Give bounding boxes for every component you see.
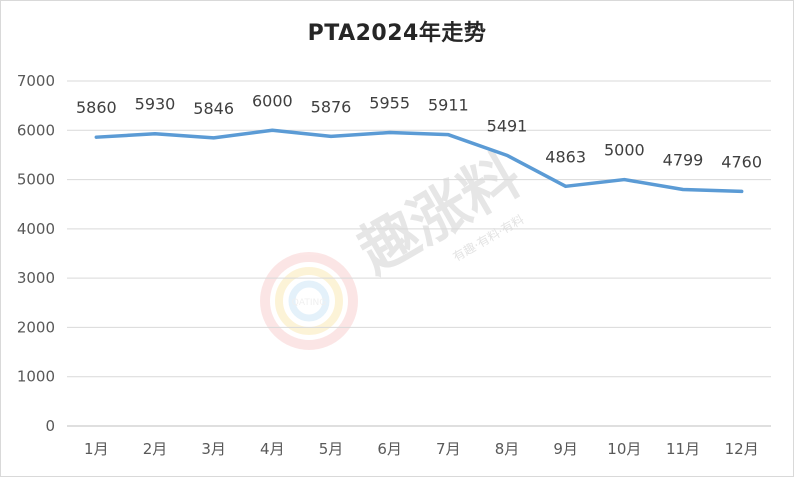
data-point [388, 131, 392, 135]
y-tick-label: 5000 [17, 171, 55, 189]
data-label: 6000 [252, 91, 293, 110]
data-point [329, 134, 333, 138]
data-labels: 5860 5930 5846 6000 5876 5955 5911 5491 4863 5000… [76, 91, 762, 171]
data-label: 5846 [193, 99, 234, 118]
data-point [212, 136, 216, 140]
data-point [446, 133, 450, 137]
y-tick-label: 3000 [17, 269, 55, 287]
data-point [270, 128, 274, 132]
series-line-0 [94, 128, 744, 194]
x-tick-label: 10月 [607, 440, 641, 458]
data-label: 5491 [487, 116, 528, 135]
x-tick-label: 9月 [553, 440, 578, 458]
x-tick-label: 3月 [201, 440, 226, 458]
data-point [740, 189, 744, 193]
x-tick-label: 7月 [436, 440, 461, 458]
y-tick-label: 7000 [17, 72, 55, 90]
data-point [564, 184, 568, 188]
x-tick-label: 11月 [666, 440, 700, 458]
data-label: 5860 [76, 98, 117, 117]
data-label: 4760 [721, 152, 762, 171]
x-tick-label: 4月 [260, 440, 285, 458]
data-point [153, 132, 157, 136]
data-label: 5000 [604, 141, 645, 160]
data-label: 4799 [663, 150, 704, 169]
x-tick-label: 6月 [377, 440, 402, 458]
data-point [94, 135, 98, 139]
x-tick-label: 8月 [495, 440, 520, 458]
x-tick-label: 12月 [725, 440, 759, 458]
x-tick-label: 2月 [143, 440, 168, 458]
data-label: 5911 [428, 96, 469, 115]
y-tick-label: 1000 [17, 368, 55, 386]
data-point [622, 178, 626, 182]
series-line [94, 128, 744, 194]
data-label: 5876 [311, 97, 352, 116]
data-point [505, 153, 509, 157]
watermark-logo-icon: QATING [260, 252, 358, 350]
x-axis: 1月 2月 3月 4月 5月 6月 7月 8月 9月 10月 11月 12月 [84, 440, 759, 458]
y-tick-label: 4000 [17, 220, 55, 238]
y-tick-label: 6000 [17, 121, 55, 139]
watermark: QATING 趣涨料 有趣·有料·有料 [260, 140, 532, 350]
gridlines [67, 80, 771, 427]
watermark-text: 趣涨料 [347, 140, 532, 286]
chart-title: PTA2024年走势 [307, 21, 487, 46]
y-tick-label: 0 [45, 417, 55, 435]
y-tick-label: 2000 [17, 318, 55, 336]
watermark-logo-text: QATING [292, 298, 326, 308]
data-label: 4863 [545, 147, 586, 166]
x-tick-label: 1月 [84, 440, 109, 458]
data-point [681, 187, 685, 191]
y-axis: 0 1000 2000 3000 4000 5000 6000 7000 [17, 72, 55, 435]
data-label: 5930 [135, 95, 176, 114]
x-tick-label: 5月 [319, 440, 344, 458]
data-label: 5955 [369, 94, 410, 113]
